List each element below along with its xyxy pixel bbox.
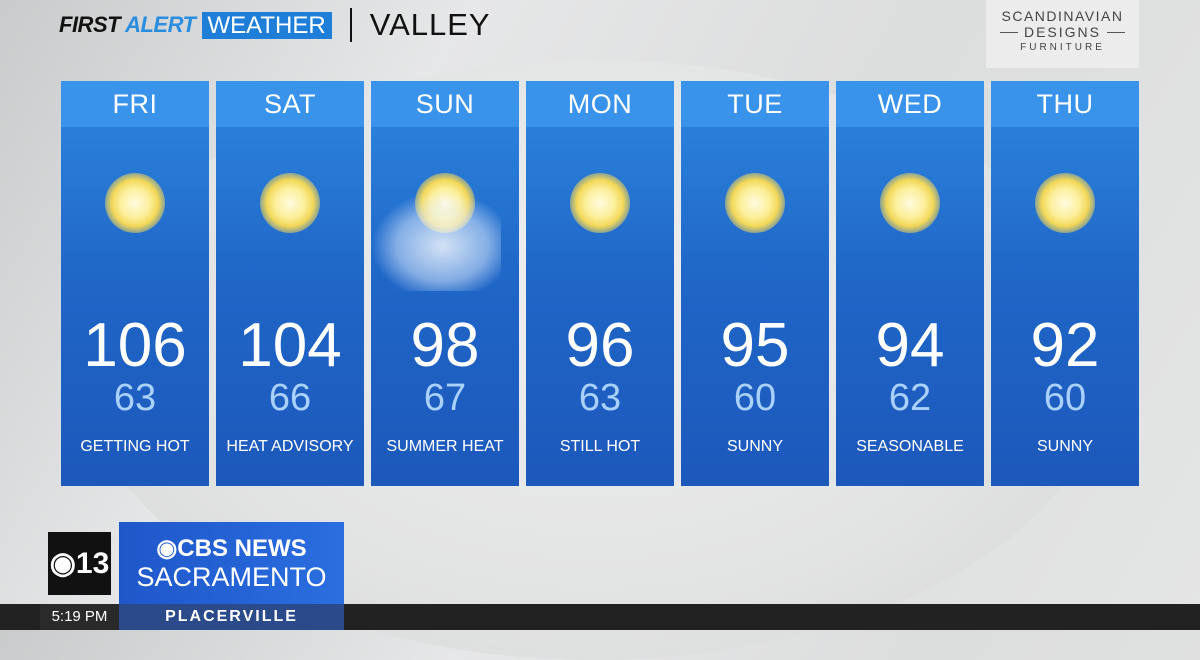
cbs-eye-icon: ◉ (49, 547, 76, 580)
sun-icon (260, 173, 320, 233)
low-temp: 66 (268, 377, 312, 419)
condition-text: SUNNY (726, 438, 783, 455)
low-temp: 67 (423, 377, 467, 419)
high-temp: 104 (238, 311, 342, 380)
sun-icon (1035, 173, 1095, 233)
day-label: TUE (681, 81, 829, 127)
day-label: FRI (61, 81, 209, 127)
forecast-day-wed: WED 94 62 SEASONABLE (836, 81, 984, 486)
high-temp: 98 (410, 311, 480, 380)
sponsor-line3: FURNITURE (1020, 42, 1105, 53)
channel-number: 13 (75, 547, 110, 580)
forecast-day-thu: THU 92 60 SUNNY (991, 81, 1139, 486)
high-temp: 106 (83, 311, 187, 380)
brand-weather: WEATHER (201, 11, 332, 39)
station-banner: ◉CBS NEWS SACRAMENTO (119, 522, 344, 604)
condition-text: SUMMER HEAT (386, 438, 504, 455)
forecast-day-mon: MON 96 63 STILL HOT (526, 81, 674, 486)
cbs-eye-icon: ◉ (156, 535, 178, 562)
day-label: SAT (216, 81, 364, 127)
forecast-day-sun: SUN 98 67 SUMMER HEAT (371, 81, 519, 486)
sun-icon (570, 173, 630, 233)
condition-text: SUNNY (1036, 438, 1093, 455)
network-text: CBS NEWS (177, 535, 307, 562)
ticker-location: PLACERVILLE (119, 604, 344, 630)
cloud-icon (371, 191, 501, 291)
condition-text: GETTING HOT (80, 438, 190, 455)
forecast-title: FIRST ALERT WEATHER VALLEY (59, 7, 491, 42)
high-temp: 95 (720, 311, 790, 380)
station-city: SACRAMENTO (136, 562, 327, 592)
sun-icon (105, 173, 165, 233)
low-temp: 60 (1043, 377, 1087, 419)
low-temp: 62 (888, 377, 932, 419)
region-label: VALLEY (369, 7, 491, 42)
sponsor-line1: SCANDINAVIAN (1001, 8, 1124, 24)
forecast-day-fri: FRI 106 63 GETTING HOT (61, 81, 209, 486)
high-temp: 94 (875, 311, 945, 380)
network-name: ◉CBS NEWS (119, 536, 344, 562)
forecast-day-tue: TUE 95 60 SUNNY (681, 81, 829, 486)
sun-icon (725, 173, 785, 233)
condition-text: STILL HOT (559, 438, 641, 455)
day-label: THU (991, 81, 1139, 127)
high-temp: 96 (565, 311, 635, 380)
low-temp: 60 (733, 377, 777, 419)
sponsor-line2: DESIGNS (1023, 24, 1101, 40)
ticker-time: 5:19 PM (40, 604, 119, 630)
divider (349, 8, 352, 42)
sun-icon (880, 173, 940, 233)
high-temp: 92 (1030, 311, 1100, 380)
sponsor-logo: SCANDINAVIAN DESIGNS FURNITURE (986, 0, 1139, 68)
low-temp: 63 (578, 377, 622, 419)
low-temp: 63 (113, 377, 157, 419)
day-label: MON (526, 81, 674, 127)
condition-text: HEAT ADVISORY (226, 438, 354, 455)
brand-first: FIRST (59, 12, 121, 37)
condition-text: SEASONABLE (856, 438, 964, 455)
brand-alert: ALERT (125, 12, 196, 37)
sponsor-line2-wrap: DESIGNS (986, 24, 1139, 40)
channel-logo: ◉13 (48, 532, 111, 595)
day-label: SUN (371, 81, 519, 127)
forecast-day-sat: SAT 104 66 HEAT ADVISORY (216, 81, 364, 486)
day-label: WED (836, 81, 984, 127)
